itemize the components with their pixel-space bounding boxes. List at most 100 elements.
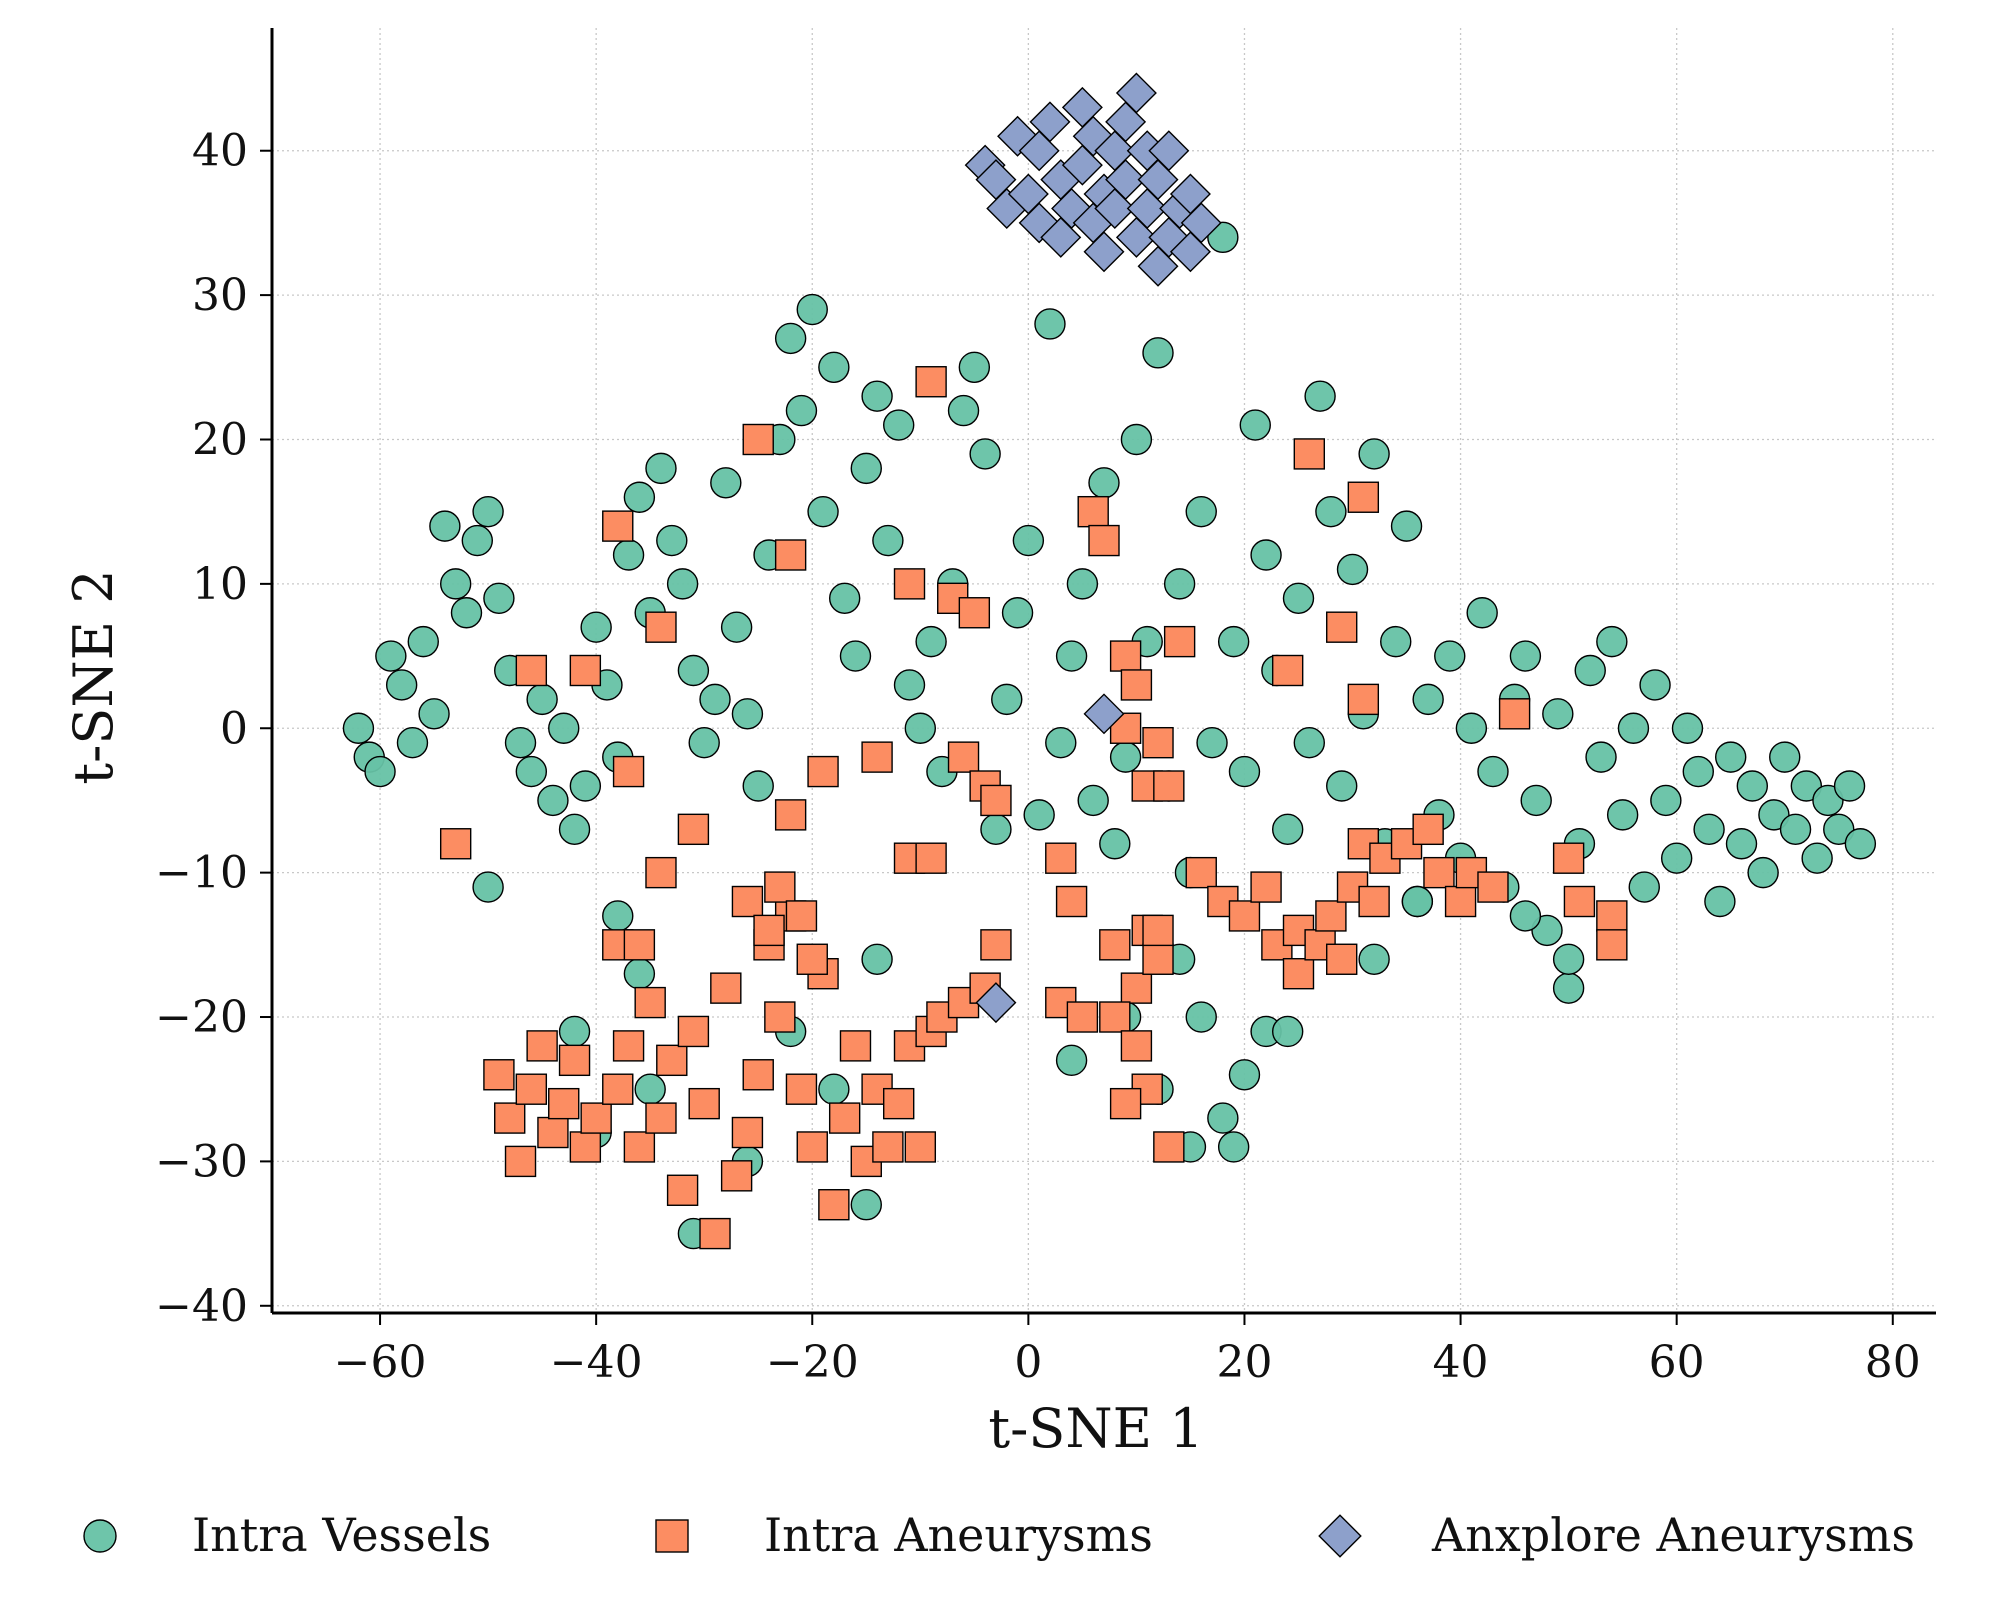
x-tick-label: 0 [1014,1337,1042,1388]
intra-vessels-point [861,943,893,975]
y-axis-title: t-SNE 2 [62,569,125,784]
intra-vessels-point [980,813,1012,846]
intra-aneurysms-point [1153,1131,1185,1163]
legend-marker-anxplore-aneurysms [1318,1514,1362,1558]
intra-aneurysms-point [1120,1030,1153,1062]
intra-vessels-point [1639,669,1671,701]
x-tick-label: −60 [334,1337,427,1388]
intra-vessels-point [1228,755,1261,788]
intra-aneurysms-point [893,568,926,600]
intra-vessels-point [1055,1044,1088,1077]
intra-vessels-point [839,640,872,672]
intra-vessels-point [1271,813,1304,846]
intra-vessels-point [1412,683,1444,716]
intra-aneurysms-point [1326,943,1358,975]
intra-aneurysms-point [623,1131,656,1163]
intra-vessels-point [818,1073,850,1105]
intra-aneurysms-point [1444,885,1477,918]
intra-aneurysms-point [1315,900,1347,932]
intra-vessels-point [1542,698,1574,730]
intra-vessels-point [1801,842,1833,874]
intra-aneurysms-point [1120,972,1153,1004]
intra-aneurysms-point [688,1087,720,1120]
intra-vessels-point [1477,755,1509,788]
legend-item-anxplore-aneurysms: Anxplore Aneurysms [1318,1508,1915,1562]
intra-vessels-point [1779,813,1812,846]
intra-aneurysms-point [645,1102,677,1134]
intra-vessels-point [569,770,602,802]
y-tick-label: −10 [155,848,248,899]
y-tick-label: 40 [192,126,248,177]
intra-aneurysms-point [1109,1087,1142,1120]
intra-aneurysms-point [904,1131,937,1163]
intra-vessels-point [1758,799,1790,831]
intra-vessels-point [1282,582,1315,615]
intra-vessels-point [364,755,396,788]
intra-aneurysms-point [1185,856,1217,889]
intra-vessels-point [418,698,450,730]
intra-aneurysms-point [569,1131,602,1163]
intra-vessels-point [1109,741,1142,773]
intra-aneurysms-point [1423,856,1455,889]
intra-vessels-point [1552,972,1585,1004]
intra-aneurysms-point [1282,958,1315,990]
intra-vessels-point [396,726,429,759]
intra-vessels-point [1099,828,1131,860]
intra-aneurysms-point [839,1030,872,1062]
intra-aneurysms-point [1228,900,1261,932]
anxplore-aneurysms-point [1180,202,1222,244]
intra-aneurysms-point [807,755,839,788]
intra-vessels-point [1628,871,1660,903]
intra-vessels-point [1217,625,1250,658]
intra-vessels-point [1585,741,1617,773]
intra-vessels-point [429,510,461,542]
intra-vessels-point [1120,423,1153,456]
intra-aneurysms-point [742,1059,774,1091]
intra-aneurysms-point [1552,842,1585,874]
intra-vessels-point [947,394,980,427]
intra-aneurysms-point [1358,885,1390,918]
intra-vessels-point [1185,495,1217,528]
intra-vessels-point [796,293,828,326]
intra-vessels-point [1304,380,1336,412]
intra-vessels-point [883,409,915,441]
intra-vessels-point [1606,799,1639,831]
data-points [342,72,1877,1250]
intra-vessels-point [548,712,580,744]
intra-aneurysms-point [677,813,710,846]
intra-vessels-point [558,813,591,846]
intra-vessels-point [1207,1102,1239,1134]
intra-aneurysms-point [1596,900,1628,932]
legend: Intra Vessels Intra Aneurysms Anxplore Ane… [83,1508,1915,1562]
intra-aneurysms-point [1326,611,1358,643]
intra-aneurysms-point [1120,669,1153,701]
intra-aneurysms-point [774,539,807,571]
intra-vessels-point [1650,784,1682,817]
intra-vessels-point [1250,539,1282,571]
intra-vessels-point [915,625,947,658]
intra-vessels-point [785,394,818,427]
intra-aneurysms-point [612,1030,645,1062]
intra-vessels-point [472,871,504,903]
intra-vessels-point [861,380,893,412]
intra-aneurysms-point [710,972,742,1004]
intra-aneurysms-point [494,1102,526,1134]
intra-vessels-point [893,669,926,701]
intra-aneurysms-point [677,1015,710,1048]
intra-vessels-point [1196,726,1228,759]
intra-vessels-point [1823,813,1855,846]
intra-aneurysms-point [623,929,656,961]
intra-aneurysms-point [656,1044,688,1077]
intra-aneurysms-point [602,510,634,542]
intra-aneurysms-point [915,366,947,398]
anxplore-aneurysms-point [1148,130,1190,172]
intra-aneurysms-point [785,900,818,932]
intra-vessels-point [537,784,569,817]
intra-vessels-point [1725,828,1758,860]
intra-vessels-point [1531,914,1563,947]
intra-aneurysms-point [753,914,785,947]
intra-aneurysms-point [1142,726,1174,759]
intra-vessels-point [850,1189,882,1221]
intra-aneurysms-point [645,611,677,643]
